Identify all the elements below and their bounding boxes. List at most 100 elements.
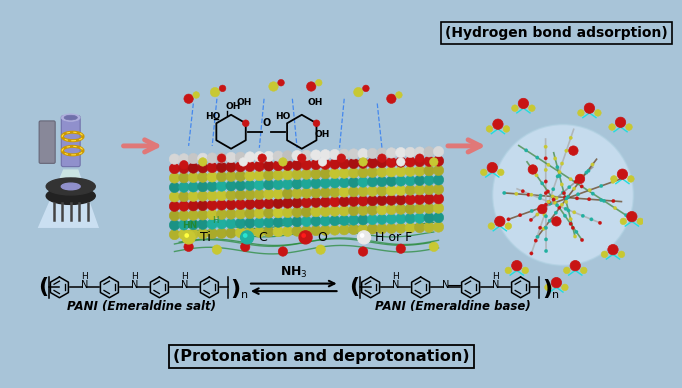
- Circle shape: [245, 161, 255, 171]
- Circle shape: [235, 152, 246, 163]
- Text: NH$_3$: NH$_3$: [280, 265, 308, 280]
- Text: ): ): [542, 279, 552, 299]
- Circle shape: [415, 185, 425, 195]
- Circle shape: [235, 218, 246, 229]
- Circle shape: [279, 158, 287, 166]
- Circle shape: [555, 204, 559, 207]
- Circle shape: [396, 158, 405, 166]
- Circle shape: [529, 218, 533, 222]
- Circle shape: [368, 196, 378, 206]
- Circle shape: [282, 207, 293, 218]
- Circle shape: [544, 191, 548, 195]
- Circle shape: [587, 169, 590, 173]
- Circle shape: [216, 190, 227, 201]
- Circle shape: [584, 103, 595, 113]
- Circle shape: [226, 162, 236, 172]
- Circle shape: [311, 188, 321, 198]
- Circle shape: [198, 219, 208, 229]
- Circle shape: [613, 206, 617, 210]
- Text: OH: OH: [315, 130, 330, 139]
- Circle shape: [578, 109, 584, 116]
- Circle shape: [339, 149, 349, 159]
- Circle shape: [548, 202, 552, 205]
- Circle shape: [235, 209, 246, 219]
- Circle shape: [544, 168, 548, 171]
- Circle shape: [558, 206, 561, 210]
- Circle shape: [339, 159, 349, 169]
- Circle shape: [282, 189, 293, 199]
- Circle shape: [179, 154, 189, 164]
- Circle shape: [615, 117, 625, 128]
- Circle shape: [349, 187, 359, 197]
- Circle shape: [278, 247, 288, 256]
- Circle shape: [329, 196, 340, 207]
- Circle shape: [433, 165, 444, 176]
- Circle shape: [415, 222, 425, 233]
- Circle shape: [518, 213, 522, 217]
- Circle shape: [492, 124, 634, 266]
- Circle shape: [625, 124, 632, 130]
- Circle shape: [320, 159, 331, 170]
- Circle shape: [226, 209, 236, 219]
- Circle shape: [584, 171, 588, 174]
- Circle shape: [349, 168, 359, 178]
- Circle shape: [544, 180, 548, 183]
- Circle shape: [235, 161, 246, 172]
- Circle shape: [433, 203, 444, 213]
- Circle shape: [625, 213, 628, 217]
- Circle shape: [207, 219, 218, 229]
- Circle shape: [552, 198, 555, 201]
- Circle shape: [637, 218, 644, 225]
- Circle shape: [574, 235, 577, 238]
- Circle shape: [433, 194, 444, 204]
- Circle shape: [547, 200, 550, 204]
- Circle shape: [193, 92, 199, 98]
- Circle shape: [182, 231, 195, 244]
- Circle shape: [553, 201, 557, 204]
- Circle shape: [565, 149, 568, 152]
- Circle shape: [339, 168, 349, 178]
- Circle shape: [424, 194, 434, 204]
- Circle shape: [566, 195, 569, 198]
- Circle shape: [433, 184, 444, 194]
- Text: N: N: [492, 279, 499, 289]
- Circle shape: [198, 153, 208, 163]
- Circle shape: [339, 177, 349, 188]
- Circle shape: [598, 221, 602, 225]
- Circle shape: [620, 218, 627, 225]
- Circle shape: [560, 183, 563, 186]
- Circle shape: [405, 166, 415, 177]
- Circle shape: [188, 172, 198, 183]
- Circle shape: [358, 205, 368, 215]
- Circle shape: [580, 238, 584, 242]
- Circle shape: [282, 160, 293, 170]
- Circle shape: [610, 176, 617, 182]
- Circle shape: [415, 147, 425, 157]
- Circle shape: [565, 197, 568, 200]
- Circle shape: [368, 224, 378, 234]
- Circle shape: [320, 168, 331, 179]
- Circle shape: [358, 177, 368, 187]
- Circle shape: [396, 204, 406, 215]
- Text: H: H: [212, 216, 218, 225]
- Circle shape: [301, 178, 312, 189]
- Circle shape: [562, 191, 565, 195]
- Circle shape: [368, 205, 378, 215]
- Circle shape: [548, 219, 552, 222]
- Circle shape: [376, 214, 387, 224]
- Circle shape: [551, 195, 554, 198]
- Circle shape: [580, 185, 583, 188]
- Circle shape: [580, 175, 584, 178]
- Circle shape: [544, 215, 548, 218]
- Circle shape: [358, 149, 368, 159]
- Circle shape: [405, 223, 415, 233]
- Circle shape: [376, 176, 387, 187]
- Circle shape: [386, 176, 396, 186]
- Text: H: H: [181, 272, 188, 281]
- Circle shape: [368, 177, 378, 187]
- Circle shape: [563, 196, 567, 199]
- Circle shape: [424, 203, 434, 214]
- Circle shape: [602, 199, 606, 203]
- Circle shape: [544, 238, 548, 241]
- Circle shape: [254, 180, 265, 190]
